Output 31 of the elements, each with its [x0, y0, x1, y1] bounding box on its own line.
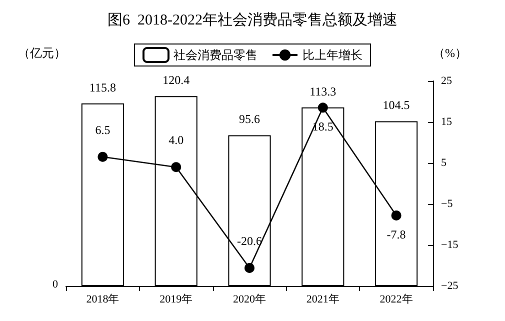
data-label: 6.5: [95, 122, 110, 137]
y2-tick-label: −5: [441, 198, 454, 210]
data-label: 104.5: [382, 98, 410, 112]
point: [98, 152, 108, 162]
legend-label: 社会消费品零售: [174, 48, 258, 62]
x-tick-label: 2022年: [380, 294, 413, 306]
chart-title: 图6 2018-2022年社会消费品零售总额及增速: [108, 12, 398, 28]
data-label: 95.6: [239, 112, 260, 126]
x-tick-label: 2020年: [233, 294, 266, 306]
y2-tick-label: 15: [441, 116, 452, 128]
x-tick-label: 2018年: [86, 294, 120, 306]
data-label: 18.5: [312, 120, 334, 134]
y2-tick-label: 25: [441, 75, 452, 87]
y2-tick-label: −15: [441, 239, 459, 251]
legend-label: 比上年增长: [302, 48, 362, 62]
point: [171, 162, 182, 172]
x-tick-label: 2021年: [306, 294, 340, 306]
y2-tick-label: −25: [441, 280, 459, 292]
data-label: -7.8: [386, 227, 406, 242]
data-label: 120.4: [162, 73, 190, 88]
data-label: 115.8: [89, 80, 116, 94]
data-label: 113.3: [310, 84, 336, 98]
text: 0: [52, 278, 58, 290]
x-tick-label: 2019年: [160, 294, 193, 306]
y2-tick-label: 5: [441, 157, 447, 169]
y2-axis-title: （%）: [433, 46, 467, 60]
point: [244, 262, 254, 273]
y-axis-title: （亿元）: [18, 46, 66, 60]
data-label: 4.0: [168, 133, 184, 148]
point: [391, 210, 402, 220]
point: [318, 102, 328, 113]
